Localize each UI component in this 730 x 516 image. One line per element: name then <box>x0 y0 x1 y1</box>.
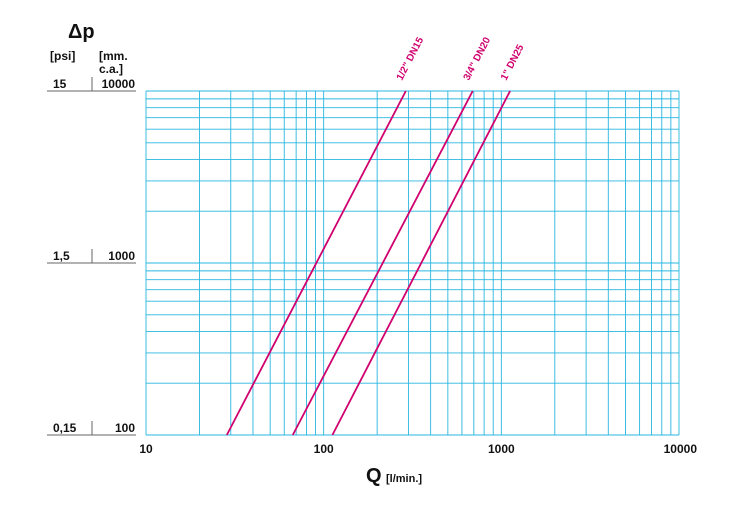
series-line <box>226 90 407 436</box>
series-label: 1/2" DN15 <box>395 35 427 82</box>
y-tick-label-mm: 1000 <box>108 249 135 263</box>
y-tick-label-psi: 0,15 <box>53 421 77 435</box>
labels: 1/2" DN15 3/4" DN20 1" DN25 <box>395 35 527 82</box>
x-tick-label: 100 <box>314 442 334 456</box>
y-unit-psi: [psi] <box>50 49 75 63</box>
chart-title: Δp <box>68 21 95 43</box>
series-label: 3/4" DN20 <box>462 35 494 82</box>
y-unit-mm-line2: c.a.] <box>99 62 123 76</box>
series-label: 1" DN25 <box>499 43 527 83</box>
y-tick-label-mm: 10000 <box>102 77 136 91</box>
series-line <box>331 90 511 436</box>
y-unit-mm-line1: [mm. <box>99 49 128 63</box>
y-tick-label-psi: 1,5 <box>53 249 70 263</box>
x-axis-unit: [l/min.] <box>386 473 422 485</box>
series-lines <box>226 90 511 436</box>
grid <box>145 90 680 436</box>
x-axis-label: Q <box>366 465 382 487</box>
series-line <box>291 90 474 436</box>
x-tick-label: 10 <box>139 442 153 456</box>
y-tick-label-mm: 100 <box>115 421 135 435</box>
y-tick-label-psi: 15 <box>53 77 67 91</box>
x-tick-label: 1000 <box>488 442 515 456</box>
axes: 15 10000 1,5 1000 0,15 100 10 100 1000 10000 <box>47 77 697 456</box>
x-tick-label: 10000 <box>664 442 698 456</box>
